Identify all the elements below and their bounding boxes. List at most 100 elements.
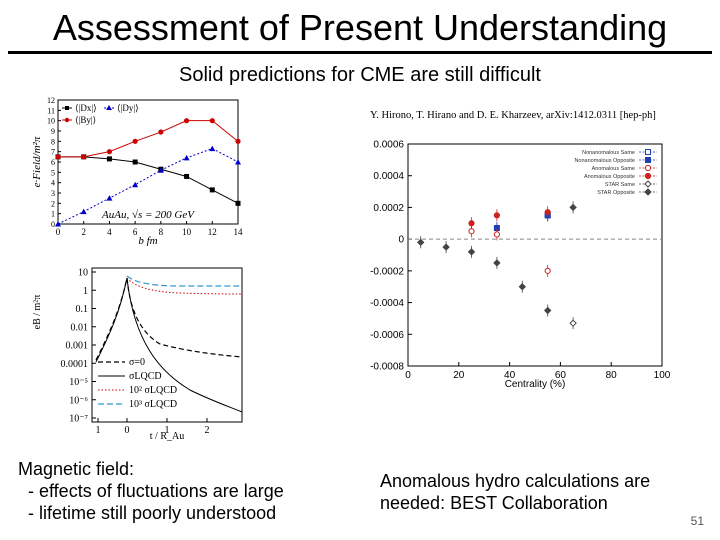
y-tick-label: 8: [51, 137, 55, 146]
field-vs-impact-chart: 0 2 4 6 8 10 12 14 0 1 2 3 4 5 6 7 8 9 10 11 12 e·Field/m²π …: [30, 96, 250, 247]
data-point: [235, 138, 241, 144]
caption-right: Anomalous hydro calculations are needed:…: [380, 471, 651, 513]
data-point: [569, 319, 577, 327]
title-divider: [8, 51, 712, 54]
data-point: [209, 145, 216, 152]
x-tick-label: 1: [96, 425, 101, 436]
legend-marker: [644, 180, 652, 188]
x-tick-label: 8: [159, 227, 164, 237]
x-tick-label: 40: [504, 370, 516, 381]
x-tick-label: 2: [81, 227, 86, 237]
data-point: [493, 212, 500, 219]
x-tick-label: 1: [165, 425, 170, 436]
plot-frame: [407, 143, 663, 367]
legend-label: ⟨|By|⟩: [75, 115, 96, 125]
page-number: 51: [690, 514, 704, 528]
data-point: [184, 173, 190, 179]
series-curve: [126, 275, 242, 287]
y-tick-label: 10: [47, 117, 55, 126]
chart-annotation: AuAu, √s = 200 GeV: [101, 209, 195, 221]
x-tick-label: 10: [182, 227, 192, 237]
data-point: [569, 203, 577, 212]
y-tick-label: 0.0002: [373, 203, 404, 214]
x-tick-label: 2: [205, 425, 210, 436]
legend-label: σLQCD: [129, 371, 162, 382]
data-point: [183, 118, 190, 124]
x-tick-label: 0: [405, 370, 411, 381]
y-tick-label: 10: [78, 268, 88, 279]
data-point: [468, 220, 475, 227]
x-tick-label: 6: [133, 227, 138, 237]
y-tick-label: 1: [83, 286, 88, 297]
y-tick-label: 0.0004: [373, 171, 404, 182]
data-point: [468, 228, 475, 235]
x-tick-label: 60: [555, 370, 567, 381]
legend-label: σ=0: [129, 357, 145, 368]
series-line: [58, 156, 239, 204]
x-tick-label: 4: [107, 227, 112, 237]
legend-marker: [644, 172, 652, 180]
x-tick-label: 12: [208, 227, 217, 237]
data-point: [132, 138, 138, 144]
data-point: [132, 159, 138, 165]
series-line: [57, 148, 239, 225]
y-tick-label: 10⁻⁷: [69, 414, 88, 425]
data-point: [544, 209, 551, 216]
series-curve: [95, 277, 243, 413]
legend-label: 10² σLQCD: [129, 385, 177, 396]
legend: Nonanomalous Same Nonanomalous Opposite An…: [574, 149, 657, 196]
chart-header: Y. Hirono, T. Hirano and D. E. Kharzeev,…: [370, 110, 656, 121]
y-axis-label: eB / m²π: [32, 295, 43, 330]
data-point: [106, 195, 113, 201]
cme-centrality-chart: Y. Hirono, T. Hirano and D. E. Kharzeev,…: [360, 104, 700, 394]
data-point: [493, 259, 501, 267]
y-tick-label: 0.1: [76, 304, 89, 315]
legend-label: Nonanomalous Opposite: [574, 158, 635, 164]
y-tick-label: 3: [51, 189, 55, 198]
data-point: [543, 306, 552, 315]
legend-label: ⟨|Dy|⟩: [117, 103, 139, 113]
y-tick-label: 0.0001: [61, 359, 89, 370]
slide-subtitle: Solid predictions for CME are still diff…: [179, 64, 541, 86]
y-tick-label: 2: [51, 199, 55, 208]
data-point: [235, 159, 241, 165]
data-point: [106, 156, 112, 162]
legend-marker: [644, 188, 652, 196]
y-tick-label: 1: [51, 210, 55, 219]
x-tick-label: 14: [234, 227, 244, 237]
slide-title: Assessment of Present Understanding: [52, 7, 668, 48]
data-point: [157, 167, 164, 173]
data-point: [55, 221, 61, 227]
y-tick-label: -0.0004: [370, 298, 404, 309]
y-tick-label: 4: [51, 179, 55, 188]
y-tick-label: 0: [51, 220, 55, 229]
legend-marker: [644, 164, 652, 172]
x-tick-label: 80: [606, 370, 618, 381]
y-tick-label: -0.0008: [370, 362, 404, 373]
x-tick-label: 20: [453, 370, 465, 381]
data-point: [416, 238, 425, 247]
y-tick-label: 12: [47, 96, 55, 105]
series-curve: [126, 277, 243, 295]
legend: σ=0 σLQCD 10² σLQCD 10³ σLQCD: [98, 357, 177, 410]
y-tick-label: -0.0002: [370, 266, 404, 277]
y-tick-label: 0.001: [66, 341, 89, 352]
y-tick-label: 0: [398, 235, 404, 246]
legend-label: Nonanomalous Same: [582, 150, 635, 156]
legend-marker: [645, 149, 651, 155]
data-point: [183, 154, 190, 161]
y-tick-label: 10⁻⁵: [69, 377, 88, 388]
y-tick-label: -0.0006: [370, 330, 404, 341]
x-tick-label: 100: [654, 370, 671, 381]
field-lifetime-chart: 10 1 0.1 0.01 0.001 0.0001 10⁻⁵ 10⁻⁶ 10⁻⁷ 1 0 1 2 eB…: [30, 262, 250, 442]
series-curve: [95, 277, 243, 361]
y-axis-label: e·Field/m²π: [31, 136, 43, 187]
legend: ⟨|Dx|⟩ ⟨|Dy|⟩ ⟨|By|⟩: [62, 103, 139, 125]
data-point: [467, 248, 476, 256]
data-point: [158, 129, 164, 135]
data-point: [80, 208, 87, 215]
legend-label: ⟨|Dx|⟩: [75, 103, 97, 113]
series-line: [58, 120, 239, 158]
caption-left: Magnetic field: - effects of fluctuation…: [18, 459, 284, 523]
